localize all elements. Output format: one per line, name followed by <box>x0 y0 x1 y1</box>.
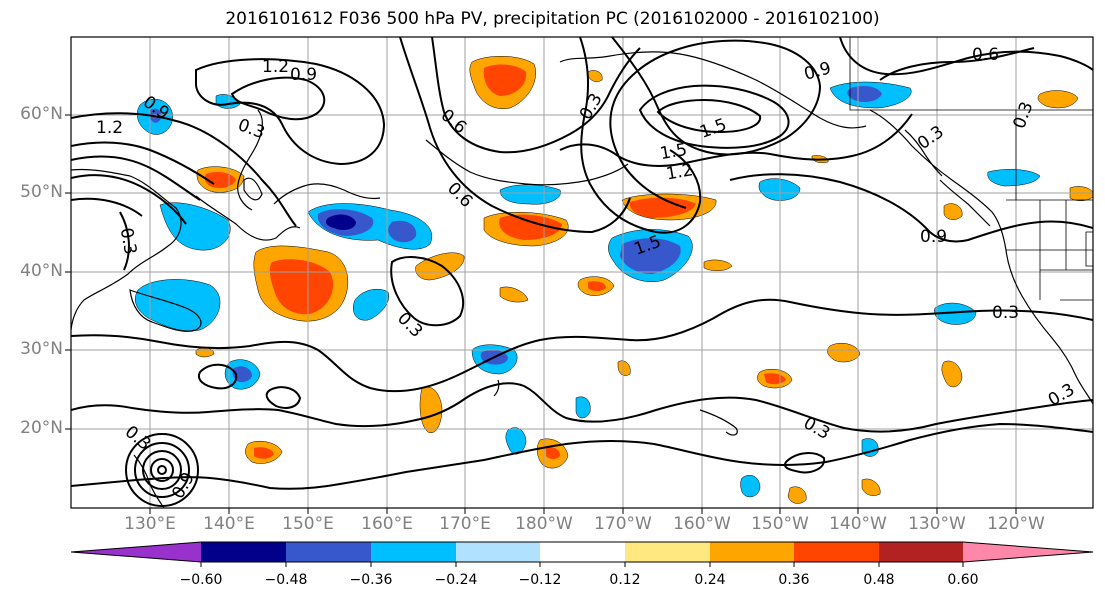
lat-label-60n: 60°N <box>20 104 63 124</box>
precip-blob <box>254 447 274 459</box>
colorbar-label: −0.24 <box>434 572 478 588</box>
figure-title: 2016101612 F036 500 hPa PV, precipitatio… <box>225 9 880 29</box>
precip-blob <box>499 184 561 205</box>
precip-blob <box>943 203 963 220</box>
precip-blob <box>388 220 417 243</box>
precip-blob <box>499 214 562 240</box>
lon-label-170w: 170°W <box>594 514 652 534</box>
colorbar-segment <box>286 542 371 562</box>
colorbar-label: −0.36 <box>349 572 393 588</box>
colorbar-label: 0.24 <box>694 572 726 588</box>
lon-label-140w: 140°W <box>829 514 887 534</box>
contour-label: 0.3 <box>576 90 607 123</box>
colorbar-segment <box>371 542 456 562</box>
contour-label: 1.2 <box>96 118 123 138</box>
precip-blob <box>232 366 252 383</box>
contour-label: 0.3 <box>914 122 948 154</box>
precip-blob <box>483 64 527 96</box>
precip-blob <box>419 386 443 434</box>
lat-label-30n: 30°N <box>20 339 63 359</box>
lon-label-150e: 150°E <box>282 514 334 534</box>
lon-label-170e: 170°E <box>439 514 491 534</box>
precip-blob <box>195 347 215 358</box>
contour-label: 0.9 <box>920 227 947 247</box>
colorbar-label: −0.48 <box>264 572 308 588</box>
contour-label: 0.9 <box>290 65 317 85</box>
colorbar-label: −0.12 <box>518 572 562 588</box>
colorbar-segment <box>540 542 625 562</box>
precip-blob <box>941 360 963 388</box>
precip-blob <box>575 396 591 419</box>
precip-blob <box>415 252 465 281</box>
precip-blob <box>159 202 231 251</box>
lon-label-180w: 180°W <box>515 514 573 534</box>
precip-blob <box>758 178 801 201</box>
political-borders <box>849 37 1093 301</box>
precip-blob <box>215 94 241 109</box>
precip-blob <box>499 286 529 303</box>
precip-blob <box>1037 90 1079 109</box>
precip-blob <box>620 238 681 274</box>
colorbar-segment <box>71 542 201 562</box>
colorbar-label: 0.48 <box>863 572 895 588</box>
lon-label-150w: 150°W <box>751 514 809 534</box>
lon-label-130w: 130°W <box>908 514 966 534</box>
precip-blob <box>588 281 606 291</box>
precip-blob <box>352 289 390 321</box>
precip-blob <box>505 427 527 455</box>
colorbar <box>70 541 1094 567</box>
lat-label-20n: 20°N <box>20 418 63 438</box>
contour-label: 0.3 <box>1009 99 1037 131</box>
precip-blob <box>934 302 977 325</box>
precip-blob <box>326 214 356 230</box>
pv-contours <box>71 37 1093 507</box>
precip-blob <box>740 475 761 498</box>
colorbar-segment <box>201 542 286 562</box>
precip-blob <box>546 447 560 459</box>
precip-blob <box>861 478 881 496</box>
colorbar-segment <box>456 542 540 562</box>
precip-blob <box>703 259 733 271</box>
colorbar-segment <box>794 542 879 562</box>
lon-label-160w: 160°W <box>673 514 731 534</box>
contour-label: 0.6 <box>443 179 476 212</box>
lat-label-50n: 50°N <box>20 182 63 202</box>
lon-label-120w: 120°W <box>987 514 1045 534</box>
precip-blob <box>587 70 603 82</box>
precip-blob <box>617 360 631 376</box>
colorbar-segment <box>625 542 710 562</box>
lon-label-130e: 130°E <box>124 514 176 534</box>
contour-label: 0.6 <box>972 45 999 65</box>
precip-blob <box>847 86 882 102</box>
contour-label: 0.3 <box>121 422 155 455</box>
precip-blob <box>629 197 696 218</box>
lon-label-160e: 160°E <box>361 514 413 534</box>
colorbar-segment <box>879 542 963 562</box>
colorbar-segment <box>710 542 794 562</box>
colorbar-label: 0.12 <box>609 572 641 588</box>
contour-label: 1.5 <box>659 140 689 164</box>
precip-blob <box>787 486 807 504</box>
contour-label: 0.3 <box>393 309 426 342</box>
contour-label: 0.3 <box>992 303 1019 323</box>
colorbar-segment <box>963 542 1093 562</box>
colorbar-label: 0.36 <box>778 572 810 588</box>
precip-blob <box>1069 186 1093 201</box>
precip-shading <box>135 55 1093 504</box>
coastlines <box>71 51 1093 508</box>
contour-label: 0.3 <box>116 226 140 256</box>
precip-blob <box>269 259 334 315</box>
precip-blob <box>987 169 1041 187</box>
tick-marks <box>65 114 1017 514</box>
precip-blob <box>827 343 861 363</box>
lat-label-40n: 40°N <box>20 261 63 281</box>
contour-label: 1.2 <box>665 160 695 184</box>
map-area: 1.2 0.9 0.3 0.6 0.6 0.3 0.9 0.6 1.2 0.9 … <box>71 37 1093 508</box>
colorbar-label: 0.60 <box>947 572 979 588</box>
colorbar-label: −0.60 <box>179 572 223 588</box>
lon-label-140e: 140°E <box>203 514 255 534</box>
contour-label: 1.2 <box>262 57 289 77</box>
contour-label: 0.3 <box>800 413 833 444</box>
